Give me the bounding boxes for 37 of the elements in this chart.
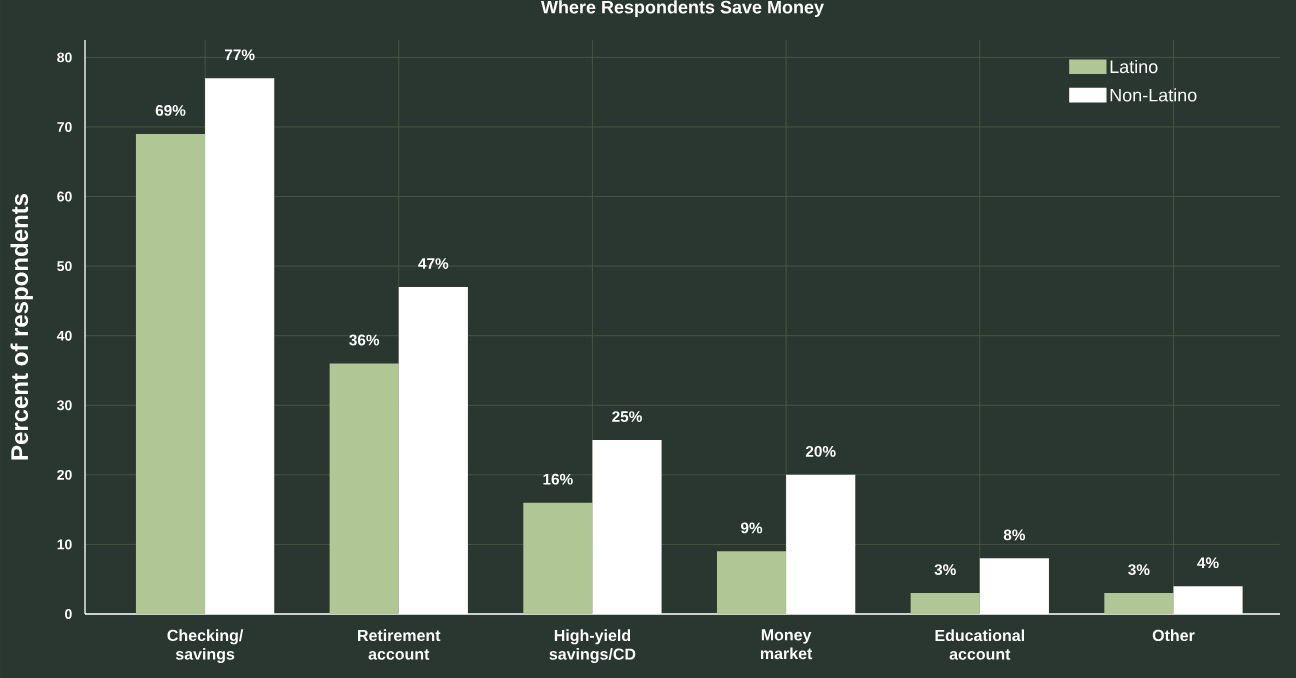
y-tick-label: 10 bbox=[57, 539, 72, 550]
bar bbox=[329, 363, 399, 614]
data-label: 3% bbox=[934, 564, 956, 576]
y-tick-label: 70 bbox=[57, 122, 72, 132]
data-label: 3% bbox=[1128, 564, 1150, 576]
x-tick-label: Retirement account bbox=[358, 629, 441, 660]
bar bbox=[1104, 593, 1174, 614]
data-label: 8% bbox=[1003, 529, 1026, 541]
y-axis-title: Percent of respondents bbox=[10, 193, 33, 460]
bar bbox=[910, 593, 980, 614]
y-tick-label: 80 bbox=[57, 52, 72, 63]
legend-label: Latino bbox=[1110, 59, 1158, 74]
data-label: 9% bbox=[740, 522, 763, 534]
y-tick-label: 50 bbox=[57, 261, 72, 272]
bar bbox=[716, 551, 787, 614]
y-tick-label: 60 bbox=[57, 191, 72, 202]
data-label: 69% bbox=[155, 105, 186, 116]
bar bbox=[523, 502, 593, 614]
x-tick-label: Educational account bbox=[935, 629, 1024, 660]
data-label: 20% bbox=[805, 445, 836, 457]
data-label: 77% bbox=[224, 49, 255, 61]
bar bbox=[135, 133, 206, 614]
data-label: 47% bbox=[418, 258, 449, 269]
y-tick-label: 30 bbox=[57, 400, 72, 411]
y-tick-label: 20 bbox=[57, 469, 72, 480]
chart-title: Where Respondents Save Money bbox=[540, 0, 824, 18]
x-tick-label: Other bbox=[1152, 629, 1195, 642]
data-label: 16% bbox=[543, 473, 573, 485]
y-tick-label: 0 bbox=[65, 609, 72, 619]
y-tick-label: 40 bbox=[56, 330, 72, 341]
data-label: 25% bbox=[612, 411, 642, 422]
data-label: 36% bbox=[349, 334, 380, 346]
x-tick-label: Money market bbox=[760, 629, 813, 660]
x-tick-label: High-yield savings/CD bbox=[549, 629, 636, 664]
x-tick-label: Checking/ savings bbox=[167, 629, 244, 664]
data-label: 4% bbox=[1197, 557, 1219, 569]
legend-label: Non-Latino bbox=[1110, 88, 1197, 102]
